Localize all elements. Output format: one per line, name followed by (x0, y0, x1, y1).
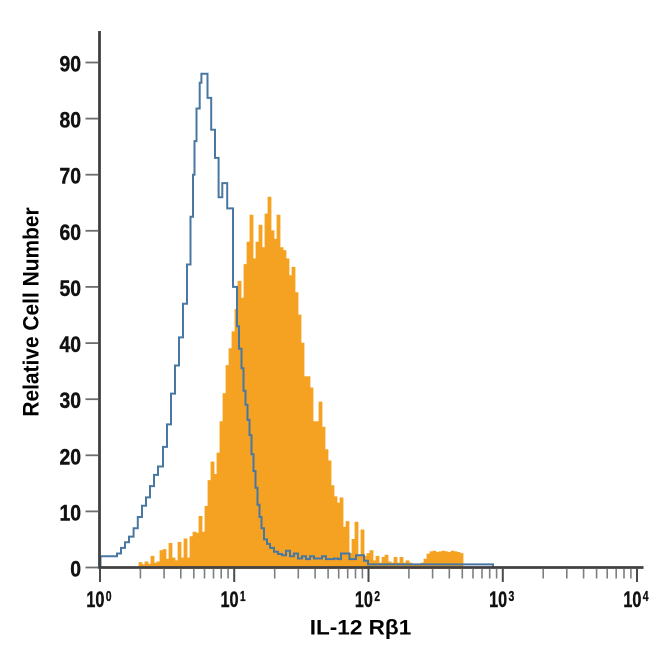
svg-text:70: 70 (59, 165, 81, 189)
svg-text:10: 10 (355, 587, 373, 612)
svg-text:60: 60 (59, 221, 81, 245)
svg-text:IL-12 Rβ1: IL-12 Rβ1 (310, 615, 412, 639)
svg-text:10: 10 (221, 587, 239, 612)
svg-text:80: 80 (59, 108, 81, 132)
svg-text:10: 10 (86, 587, 104, 612)
svg-text:10: 10 (59, 501, 81, 525)
svg-text:Relative Cell Number: Relative Cell Number (18, 207, 44, 417)
svg-text:1: 1 (240, 588, 246, 604)
svg-text:0: 0 (106, 588, 112, 604)
svg-text:40: 40 (59, 333, 81, 357)
svg-text:20: 20 (59, 445, 81, 469)
svg-text:2: 2 (374, 588, 380, 604)
svg-text:90: 90 (59, 52, 81, 76)
svg-text:10: 10 (623, 587, 641, 612)
svg-text:0: 0 (70, 557, 81, 581)
svg-text:4: 4 (643, 588, 649, 604)
svg-text:10: 10 (489, 587, 507, 612)
svg-text:50: 50 (59, 277, 81, 301)
svg-text:30: 30 (59, 389, 81, 413)
svg-text:3: 3 (509, 588, 515, 604)
